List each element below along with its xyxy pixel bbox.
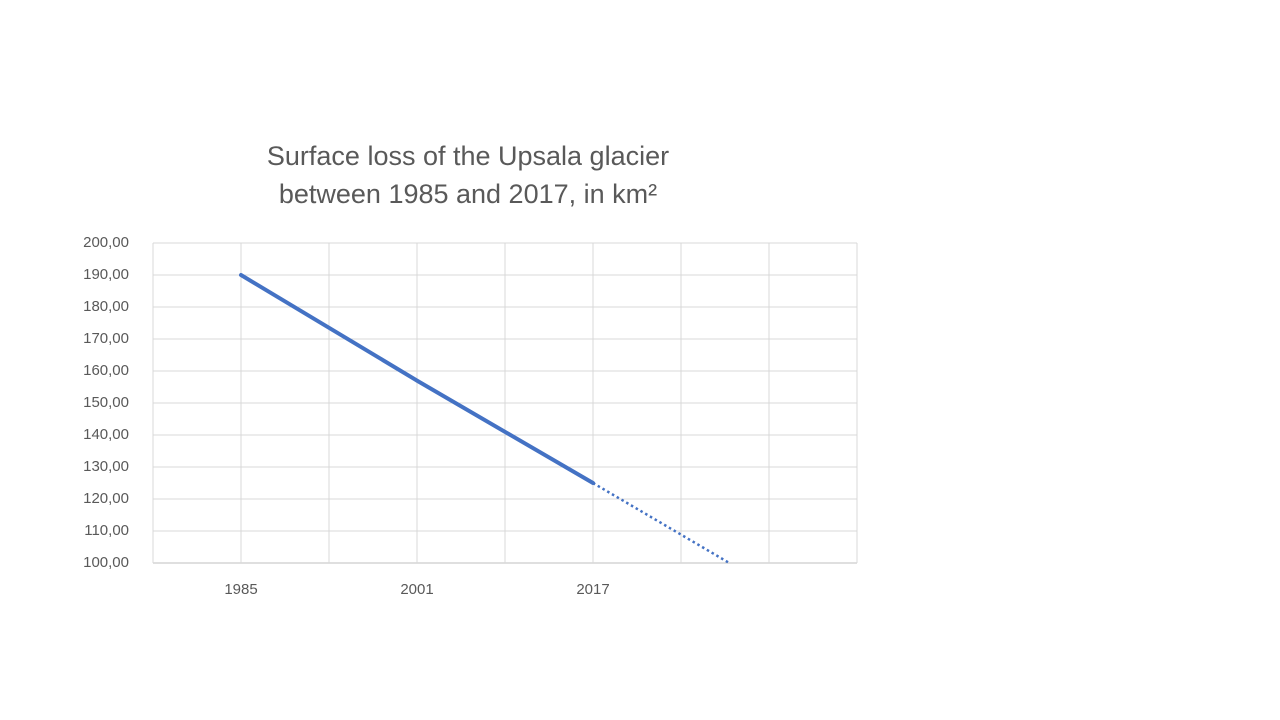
- data-line: [239, 273, 595, 485]
- y-tick-label: 190,00: [83, 266, 129, 283]
- y-tick-label: 120,00: [83, 490, 129, 507]
- chart-title: Surface loss of the Upsala glacier: [267, 141, 669, 171]
- y-tick-label: 140,00: [83, 426, 129, 443]
- y-tick-label: 180,00: [83, 298, 129, 315]
- y-tick-label: 110,00: [84, 522, 129, 539]
- y-tick-label: 100,00: [83, 554, 129, 571]
- y-tick-label: 150,00: [83, 394, 129, 411]
- x-tick-label: 1985: [224, 581, 257, 598]
- x-tick-label: 2017: [576, 581, 609, 598]
- data-line: [592, 481, 731, 565]
- y-tick-label: 170,00: [83, 330, 129, 347]
- y-tick-label: 200,00: [83, 234, 129, 251]
- y-tick-label: 130,00: [83, 458, 129, 475]
- chart-title: between 1985 and 2017, in km²: [279, 179, 657, 209]
- y-tick-label: 160,00: [83, 362, 129, 379]
- x-tick-label: 2001: [400, 581, 433, 598]
